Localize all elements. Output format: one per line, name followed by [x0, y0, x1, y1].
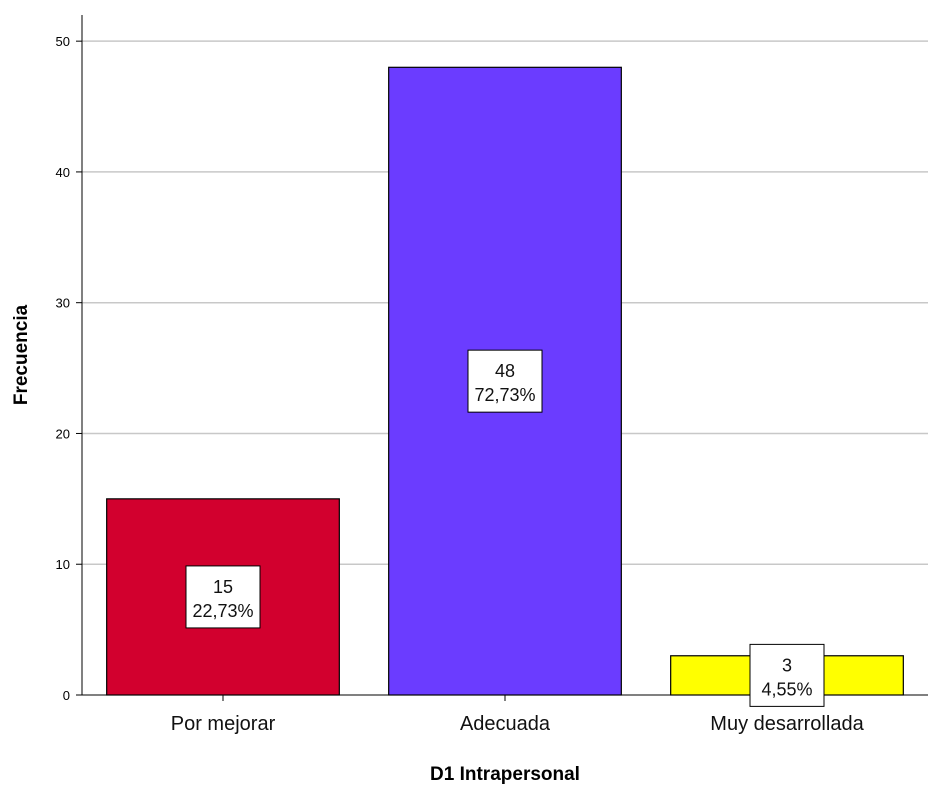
data-label-percent: 22,73% [192, 601, 253, 621]
x-category-label: Adecuada [460, 713, 551, 735]
y-tick-labels: 0 10 20 30 40 50 [56, 34, 82, 703]
y-axis-title: Frecuencia [11, 304, 32, 405]
data-label: 48 72,73% [467, 349, 543, 413]
data-label-percent: 4,55% [761, 679, 812, 699]
data-label-box [467, 349, 543, 413]
y-tick-label: 0 [63, 688, 70, 703]
x-category-label: Por mejorar [171, 713, 276, 735]
data-label-box [749, 643, 825, 707]
data-label-count: 48 [495, 361, 515, 381]
data-label: 15 22,73% [185, 565, 261, 629]
x-category-labels: Por mejorar Adecuada Muy desarrollada [171, 695, 865, 735]
y-tick-label: 20 [56, 426, 70, 441]
data-labels: 15 22,73% 48 72,73% 3 4,55% [185, 349, 825, 707]
data-label-count: 3 [782, 655, 792, 675]
y-tick-label: 40 [56, 165, 70, 180]
x-axis-title: D1 Intrapersonal [430, 764, 580, 785]
data-label-count: 15 [213, 577, 233, 597]
bars [106, 66, 904, 696]
x-category-label: Muy desarrollada [710, 713, 864, 735]
y-tick-label: 30 [56, 296, 70, 311]
data-label: 3 4,55% [749, 643, 825, 707]
data-label-box [185, 565, 261, 629]
y-tick-label: 50 [56, 34, 70, 49]
data-label-percent: 72,73% [474, 385, 535, 405]
y-tick-label: 10 [56, 557, 70, 572]
